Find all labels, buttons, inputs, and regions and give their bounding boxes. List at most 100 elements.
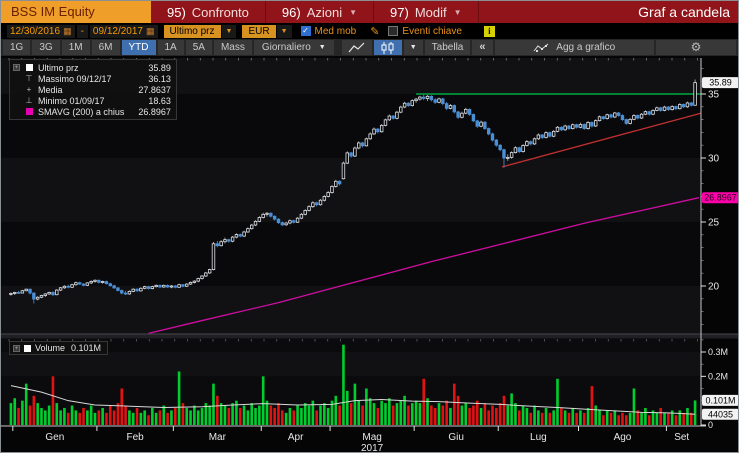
menu-confronto[interactable]: 95) Confronto (151, 1, 266, 23)
date-from-field[interactable]: 12/30/2016 ▦ (7, 24, 75, 38)
double-left-icon: « (479, 41, 486, 53)
svg-text:Lug: Lug (530, 432, 547, 443)
svg-text:Mar: Mar (209, 432, 227, 443)
candle-chart-icon (381, 41, 394, 54)
svg-text:Gen: Gen (45, 432, 64, 443)
svg-text:Giu: Giu (448, 432, 464, 443)
price-field-select[interactable]: Ultimo prz (163, 24, 221, 38)
range-button-1a[interactable]: 1A (157, 40, 184, 55)
range-button-1m[interactable]: 1M (61, 40, 90, 55)
chart-area: 20 25 30 35 0 0.2M 0.3M Gen Feb Mar Apr Mag Giu Lug Ag… (1, 56, 738, 453)
square-white-icon (24, 64, 34, 71)
date-to-value: 09/12/2017 (92, 25, 143, 37)
legend-label: Media (38, 84, 63, 95)
legend-row[interactable]: ⊤ Massimo 09/12/17 36.13 (24, 73, 171, 84)
calendar-icon[interactable]: ▦ (145, 25, 155, 36)
svg-text:Mag: Mag (362, 432, 381, 443)
candle-chart-button[interactable] (373, 40, 402, 55)
table-button[interactable]: Tabella (424, 40, 471, 55)
legend-row[interactable]: ⊥ Minimo 01/09/17 18.63 (24, 95, 171, 106)
volume-legend-value: 0.101M (71, 343, 102, 353)
line-chart-button[interactable] (341, 40, 372, 55)
info-icon[interactable]: i (483, 25, 495, 37)
eventi-chiave-checkbox[interactable] (388, 26, 399, 36)
range-button-ytd[interactable]: YTD (121, 40, 156, 55)
svg-text:44035: 44035 (708, 409, 733, 419)
legend-expander-icon[interactable]: + (13, 64, 20, 71)
legend-value: 26.8967 (138, 106, 171, 117)
range-button-3g[interactable]: 3G (32, 40, 60, 55)
collapse-toolbar-button[interactable]: « (472, 40, 493, 55)
legend-label: Massimo 09/12/17 (38, 73, 112, 84)
svg-text:Ago: Ago (614, 432, 632, 443)
marker-high-icon: ⊤ (25, 74, 33, 83)
range-button-1g[interactable]: 1G (3, 40, 31, 55)
period-select[interactable]: Giornaliero ▼ (253, 40, 334, 55)
menu-number: 95) (167, 4, 186, 20)
legend-expander-icon[interactable]: + (13, 345, 20, 352)
med-mob-checkbox[interactable]: ✓ (300, 26, 311, 36)
legend-row[interactable]: + Media 27.8637 (24, 84, 171, 95)
legend-value: 18.63 (148, 95, 171, 106)
date-to-field[interactable]: 09/12/2017 ▦ (89, 24, 158, 38)
chevron-down-icon: ▼ (453, 7, 462, 17)
title-bar: BSS IM Equity 95) Confronto 96) Azioni ▼… (1, 1, 738, 23)
legend-label: Minimo 01/09/17 (38, 95, 105, 106)
legend-row[interactable]: SMAVG (200) a chius 26.8967 (24, 106, 171, 117)
currency-select[interactable]: EUR (242, 24, 276, 38)
marker-low-icon: ⊥ (25, 96, 33, 105)
chevron-down-icon[interactable]: ▼ (275, 24, 292, 38)
menu-label: Confronto (191, 4, 249, 20)
med-mob-label: Med mob (314, 25, 357, 37)
menu-label: Modif (414, 4, 447, 20)
svg-text:0: 0 (708, 420, 713, 430)
svg-text:35: 35 (708, 90, 720, 101)
svg-text:30: 30 (708, 154, 720, 165)
sparkline-icon (533, 43, 549, 52)
svg-text:2017: 2017 (361, 443, 384, 453)
chart-type-title: Graf a candela (638, 4, 730, 20)
add-to-chart-button[interactable]: Agg a grafico (494, 40, 654, 55)
range-button-mass[interactable]: Mass (213, 40, 252, 55)
marker-plus-icon: + (26, 85, 32, 94)
menu-label: Azioni (306, 4, 343, 20)
eventi-chiave-label: Eventi chiave (402, 25, 462, 37)
pencil-icon[interactable]: ✎ (370, 25, 380, 38)
range-button-5a[interactable]: 5A (185, 40, 212, 55)
add-to-chart-label: Agg a grafico (556, 42, 616, 53)
square-magenta-icon (24, 108, 34, 115)
gear-icon: ⚙ (690, 40, 702, 54)
legend-value: 27.8637 (138, 84, 171, 95)
svg-text:0.3M: 0.3M (708, 347, 728, 357)
svg-text:0.101M: 0.101M (705, 395, 735, 405)
date-from-value: 12/30/2016 (10, 25, 61, 37)
menu-number: 96) (281, 4, 301, 20)
chart-toolbar: 1G 3G 1M 6M YTD 1A 5A Mass Giornaliero ▼ ▼ Tabe… (1, 39, 738, 56)
volume-swatch (24, 344, 31, 352)
menu-number: 97) (390, 4, 409, 20)
candle-type-dropdown[interactable]: ▼ (403, 40, 423, 55)
price-legend[interactable]: + Ultimo prz 35.89 ⊤ Massimo 09/12/17 36.13 +… (9, 59, 177, 120)
chevron-down-icon[interactable]: ▼ (220, 24, 237, 38)
svg-text:0.2M: 0.2M (708, 371, 728, 381)
legend-value: 35.89 (148, 62, 171, 73)
volume-legend[interactable]: + Volume 0.101M (9, 341, 109, 355)
chevron-down-icon: ▼ (409, 44, 417, 51)
svg-text:Feb: Feb (127, 432, 145, 443)
period-label: Giornaliero (261, 42, 311, 53)
security-tab[interactable]: BSS IM Equity (1, 1, 151, 23)
legend-value: 36.13 (148, 73, 171, 84)
menu-azioni[interactable]: 96) Azioni ▼ (266, 1, 375, 23)
volume-legend-label: Volume (35, 343, 66, 353)
svg-text:Set: Set (674, 432, 689, 443)
range-button-6m[interactable]: 6M (91, 40, 120, 55)
legend-row[interactable]: Ultimo prz 35.89 (24, 62, 171, 73)
settings-button[interactable]: ⚙ (656, 40, 736, 55)
legend-label: SMAVG (200) a chius (38, 106, 125, 117)
calendar-icon[interactable]: ▦ (63, 25, 72, 36)
field-bar: 12/30/2016 ▦ - 09/12/2017 ▦ Ultimo prz ▼… (1, 23, 738, 39)
svg-text:20: 20 (708, 282, 720, 293)
legend-label: Ultimo prz (38, 62, 79, 73)
menu-modif[interactable]: 97) Modif ▼ (374, 1, 479, 23)
